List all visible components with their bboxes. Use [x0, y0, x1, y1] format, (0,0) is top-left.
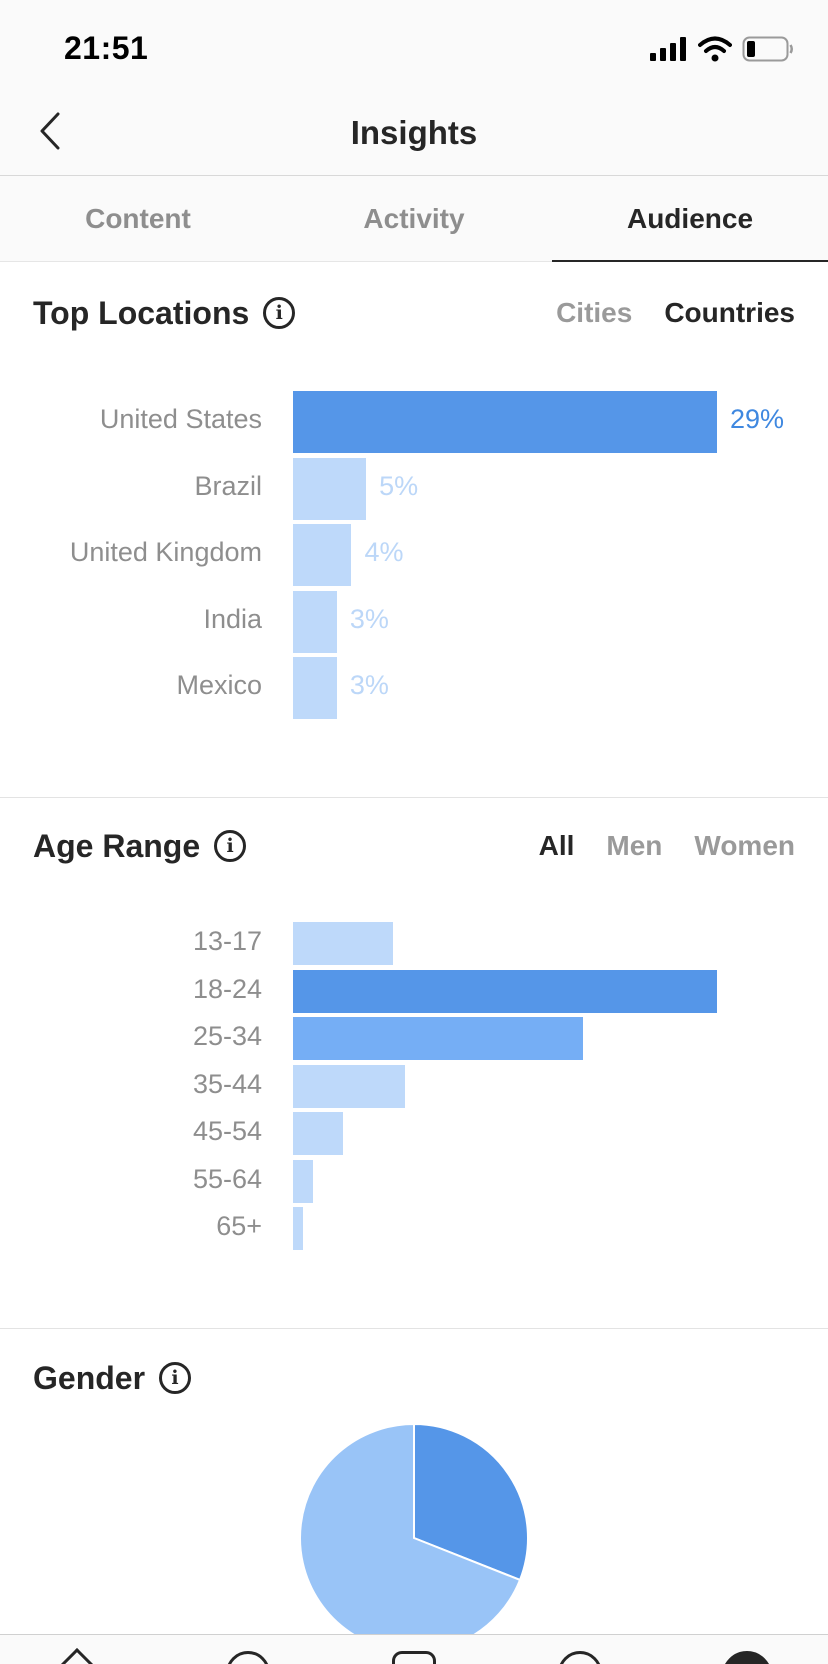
age-row: 55-64	[0, 1159, 828, 1203]
location-label: Mexico	[176, 670, 262, 700]
page-title: Insights	[350, 114, 478, 151]
age-bar	[293, 922, 394, 965]
status-bar: 21:51	[0, 0, 828, 92]
status-icons	[650, 34, 794, 64]
top-locations-title: Top Locations	[33, 294, 250, 331]
section-divider	[0, 797, 828, 798]
age-range-title: Age Range	[33, 827, 201, 864]
filter-women[interactable]: Women	[694, 830, 795, 861]
filter-men[interactable]: Men	[606, 830, 663, 861]
tab-activity[interactable]: Activity	[363, 202, 465, 234]
location-label: United Kingdom	[69, 537, 262, 567]
age-filters: All Men Women	[539, 830, 795, 862]
location-bar	[293, 657, 337, 719]
gender-pie-slice	[413, 1422, 529, 1582]
filter-countries[interactable]: Countries	[664, 297, 795, 328]
age-label: 13-17	[192, 926, 262, 956]
tab-bar: Content Activity Audience	[0, 176, 828, 262]
location-bar	[293, 457, 367, 520]
location-value: 29%	[730, 404, 785, 434]
location-label: United States	[99, 404, 262, 434]
age-bar	[293, 1207, 304, 1250]
info-icon[interactable]: i	[159, 1362, 192, 1394]
info-icon[interactable]: i	[263, 297, 296, 329]
location-value: 4%	[364, 537, 404, 567]
location-filters: Cities Countries	[556, 297, 795, 329]
info-icon[interactable]: i	[214, 830, 247, 862]
location-bar	[293, 524, 352, 586]
age-row: 13-17	[0, 922, 828, 965]
filter-cities[interactable]: Cities	[556, 297, 633, 328]
location-bar	[293, 590, 337, 653]
age-row: 35-44	[0, 1064, 828, 1108]
search-icon[interactable]	[226, 1651, 270, 1664]
age-row: 65+	[0, 1207, 828, 1250]
location-row: India 3%	[0, 590, 828, 653]
age-bar	[293, 969, 717, 1013]
age-row: 18-24	[0, 969, 828, 1013]
age-range-header: Age Range i All Men Women	[33, 826, 795, 866]
add-post-icon[interactable]	[392, 1651, 436, 1664]
section-divider	[0, 1328, 828, 1329]
filter-all[interactable]: All	[538, 830, 575, 861]
location-label: India	[203, 603, 262, 634]
location-row: Brazil 5%	[0, 457, 828, 520]
signal-icon	[650, 37, 686, 61]
tab-content[interactable]: Content	[85, 202, 191, 234]
heart-icon[interactable]	[558, 1651, 602, 1664]
gender-header: Gender i	[33, 1358, 795, 1398]
age-bar	[293, 1112, 344, 1155]
location-value: 3%	[349, 670, 389, 700]
home-icon[interactable]	[52, 1647, 102, 1664]
age-row: 45-54	[0, 1112, 828, 1155]
gender-pie-slice	[299, 1422, 522, 1634]
back-button[interactable]	[30, 106, 70, 156]
age-bar	[293, 1017, 584, 1060]
wifi-icon	[698, 36, 732, 62]
location-value: 5%	[379, 470, 419, 501]
top-locations-section: Top Locations i Cities Countries United …	[0, 293, 828, 798]
age-label: 35-44	[192, 1068, 262, 1099]
age-label: 65+	[216, 1211, 262, 1241]
tab-audience[interactable]: Audience	[552, 176, 828, 262]
location-row: Mexico 3%	[0, 657, 828, 719]
top-locations-header: Top Locations i Cities Countries	[33, 293, 795, 333]
location-row: United Kingdom 4%	[0, 524, 828, 586]
age-label: 45-54	[192, 1116, 262, 1146]
age-bar	[293, 1064, 405, 1108]
location-value: 3%	[349, 603, 389, 634]
age-bar	[293, 1159, 314, 1203]
battery-icon	[742, 36, 793, 62]
location-label: Brazil	[194, 470, 262, 501]
gender-title: Gender	[33, 1359, 146, 1396]
age-range-section: Age Range i All Men Women 13-17 18-24 25-3…	[0, 826, 828, 1328]
gender-section: Gender i	[0, 1358, 828, 1634]
location-bar	[293, 391, 717, 453]
age-label: 55-64	[192, 1163, 262, 1194]
gender-pie-chart	[299, 1422, 529, 1634]
age-label: 18-24	[192, 973, 262, 1004]
age-label: 25-34	[192, 1021, 262, 1051]
age-row: 25-34	[0, 1017, 828, 1060]
profile-avatar[interactable]	[722, 1651, 772, 1664]
location-row: United States 29%	[0, 391, 828, 453]
nav-header: Insights	[0, 92, 828, 176]
chevron-left-icon	[40, 112, 60, 150]
status-time: 21:51	[64, 30, 149, 66]
bottom-nav	[0, 1634, 828, 1664]
